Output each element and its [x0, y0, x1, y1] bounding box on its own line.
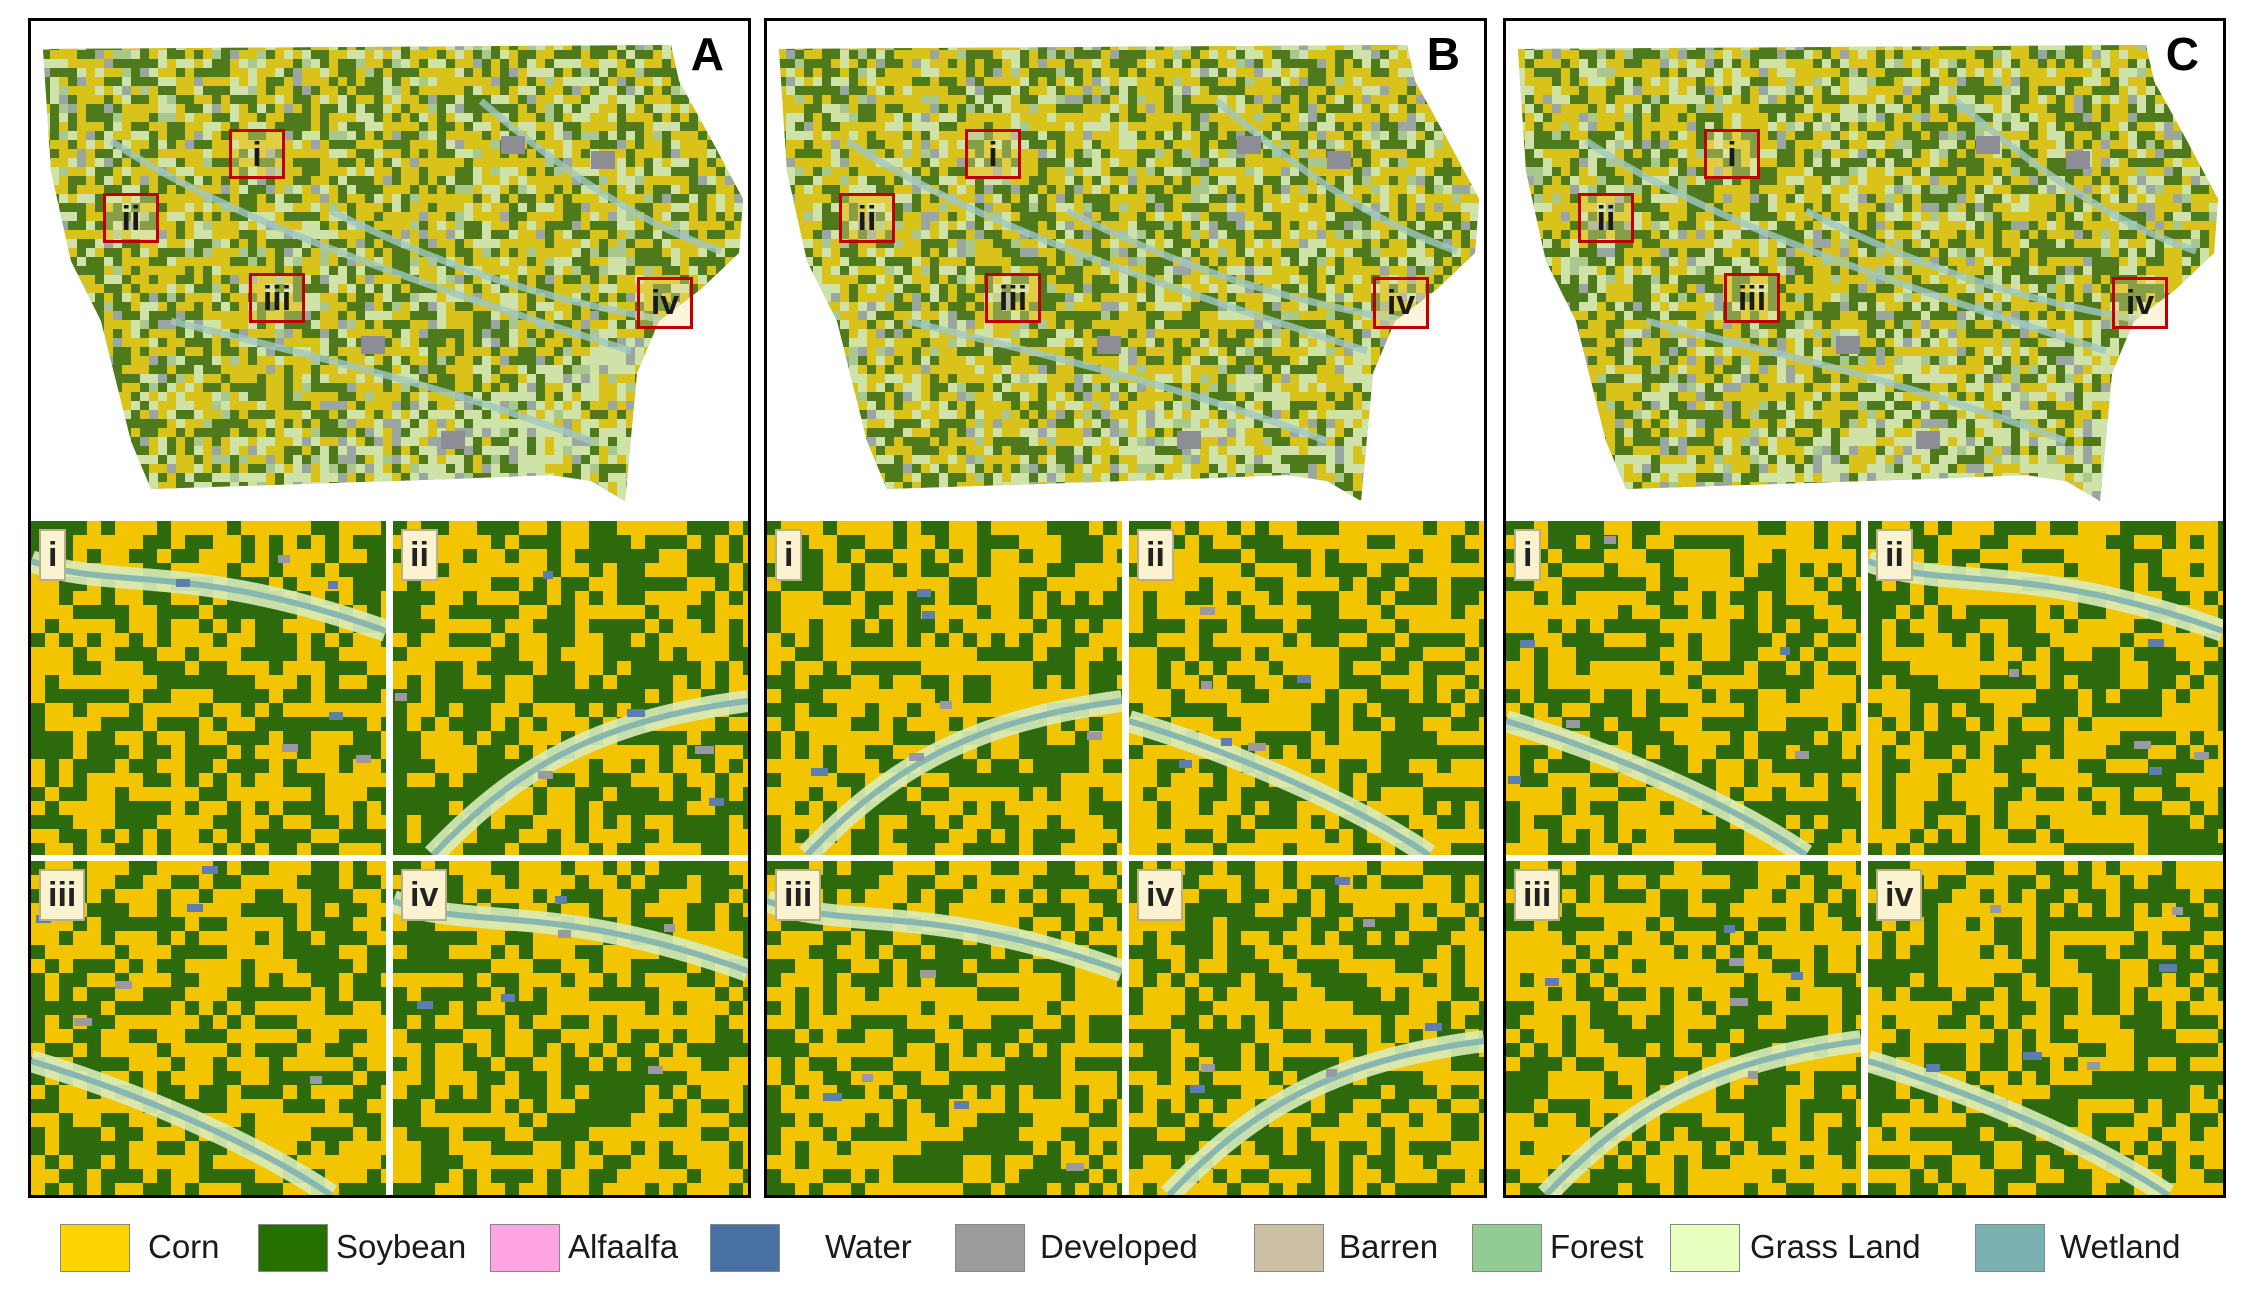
inset-ii: ii	[393, 521, 748, 855]
legend-label-alfaalfa: Alfaalfa	[568, 1228, 679, 1265]
inset-i: i	[767, 521, 1122, 855]
legend-label-corn: Corn	[148, 1228, 220, 1265]
legend: Corn Soybean Alfaalfa Water Developed Ba…	[0, 1220, 2259, 1280]
region-box-iii: iii	[249, 273, 305, 323]
inset-label-ii: ii	[1876, 529, 1913, 581]
inset-label-iv: iv	[1876, 869, 1923, 921]
legend-label-developed: Developed	[1040, 1228, 1198, 1265]
inset-grid: i ii iii iv	[1506, 521, 2223, 1195]
legend-swatch-alfaalfa	[490, 1224, 560, 1272]
inset-i: i	[31, 521, 386, 855]
region-box-ii: ii	[103, 193, 159, 243]
inset-iii: iii	[1506, 861, 1861, 1195]
inset-ii: ii	[1868, 521, 2223, 855]
inset-label-ii: ii	[401, 529, 438, 581]
region-box-iv: iv	[1373, 277, 1429, 329]
inset-label-ii: ii	[1137, 529, 1174, 581]
legend-label-barren: Barren	[1339, 1228, 1439, 1265]
region-box-iii: iii	[1724, 273, 1780, 323]
legend-swatch-soybean	[258, 1224, 328, 1272]
region-box-i: i	[1704, 129, 1760, 179]
legend-swatch-water	[710, 1224, 780, 1272]
panel-letter: A	[690, 28, 724, 80]
legend-swatch-forest	[1472, 1224, 1542, 1272]
inset-i: i	[1506, 521, 1861, 855]
legend-label-wetland: Wetland	[2060, 1228, 2181, 1265]
inset-iv: iv	[1868, 861, 2223, 1195]
region-box-iv: iv	[637, 277, 693, 329]
inset-iv: iv	[1129, 861, 1484, 1195]
inset-grid: i ii iii iv	[767, 521, 1484, 1195]
legend-swatch-developed	[955, 1224, 1025, 1272]
panel-letter: B	[1426, 28, 1460, 80]
inset-label-i: i	[775, 529, 803, 581]
state-map	[1518, 45, 2218, 501]
region-box-ii: ii	[1578, 193, 1634, 243]
legend-label-grass-land: Grass Land	[1750, 1228, 1921, 1265]
inset-label-iii: iii	[1514, 869, 1561, 921]
region-box-i: i	[965, 129, 1021, 179]
inset-label-iv: iv	[1137, 869, 1184, 921]
state-map	[43, 45, 743, 501]
legend-swatch-barren	[1254, 1224, 1324, 1272]
legend-label-water: Water	[825, 1228, 912, 1265]
state-map	[779, 45, 1479, 501]
legend-label-forest: Forest	[1550, 1228, 1644, 1265]
legend-swatch-wetland	[1975, 1224, 2045, 1272]
panel-letter: C	[2165, 28, 2199, 80]
inset-ii: ii	[1129, 521, 1484, 855]
inset-label-iv: iv	[401, 869, 448, 921]
inset-iii: iii	[31, 861, 386, 1195]
legend-label-soybean: Soybean	[336, 1228, 467, 1265]
region-box-ii: ii	[839, 193, 895, 243]
inset-label-iii: iii	[775, 869, 822, 921]
inset-label-i: i	[39, 529, 67, 581]
legend-swatch-corn	[60, 1224, 130, 1272]
inset-label-iii: iii	[39, 869, 86, 921]
region-box-iii: iii	[985, 273, 1041, 323]
region-box-iv: iv	[2112, 277, 2168, 329]
legend-swatch-grass-land	[1670, 1224, 1740, 1272]
inset-label-i: i	[1514, 529, 1542, 581]
inset-grid: i ii iii iv	[31, 521, 748, 1195]
inset-iii: iii	[767, 861, 1122, 1195]
region-box-i: i	[229, 129, 285, 179]
inset-iv: iv	[393, 861, 748, 1195]
